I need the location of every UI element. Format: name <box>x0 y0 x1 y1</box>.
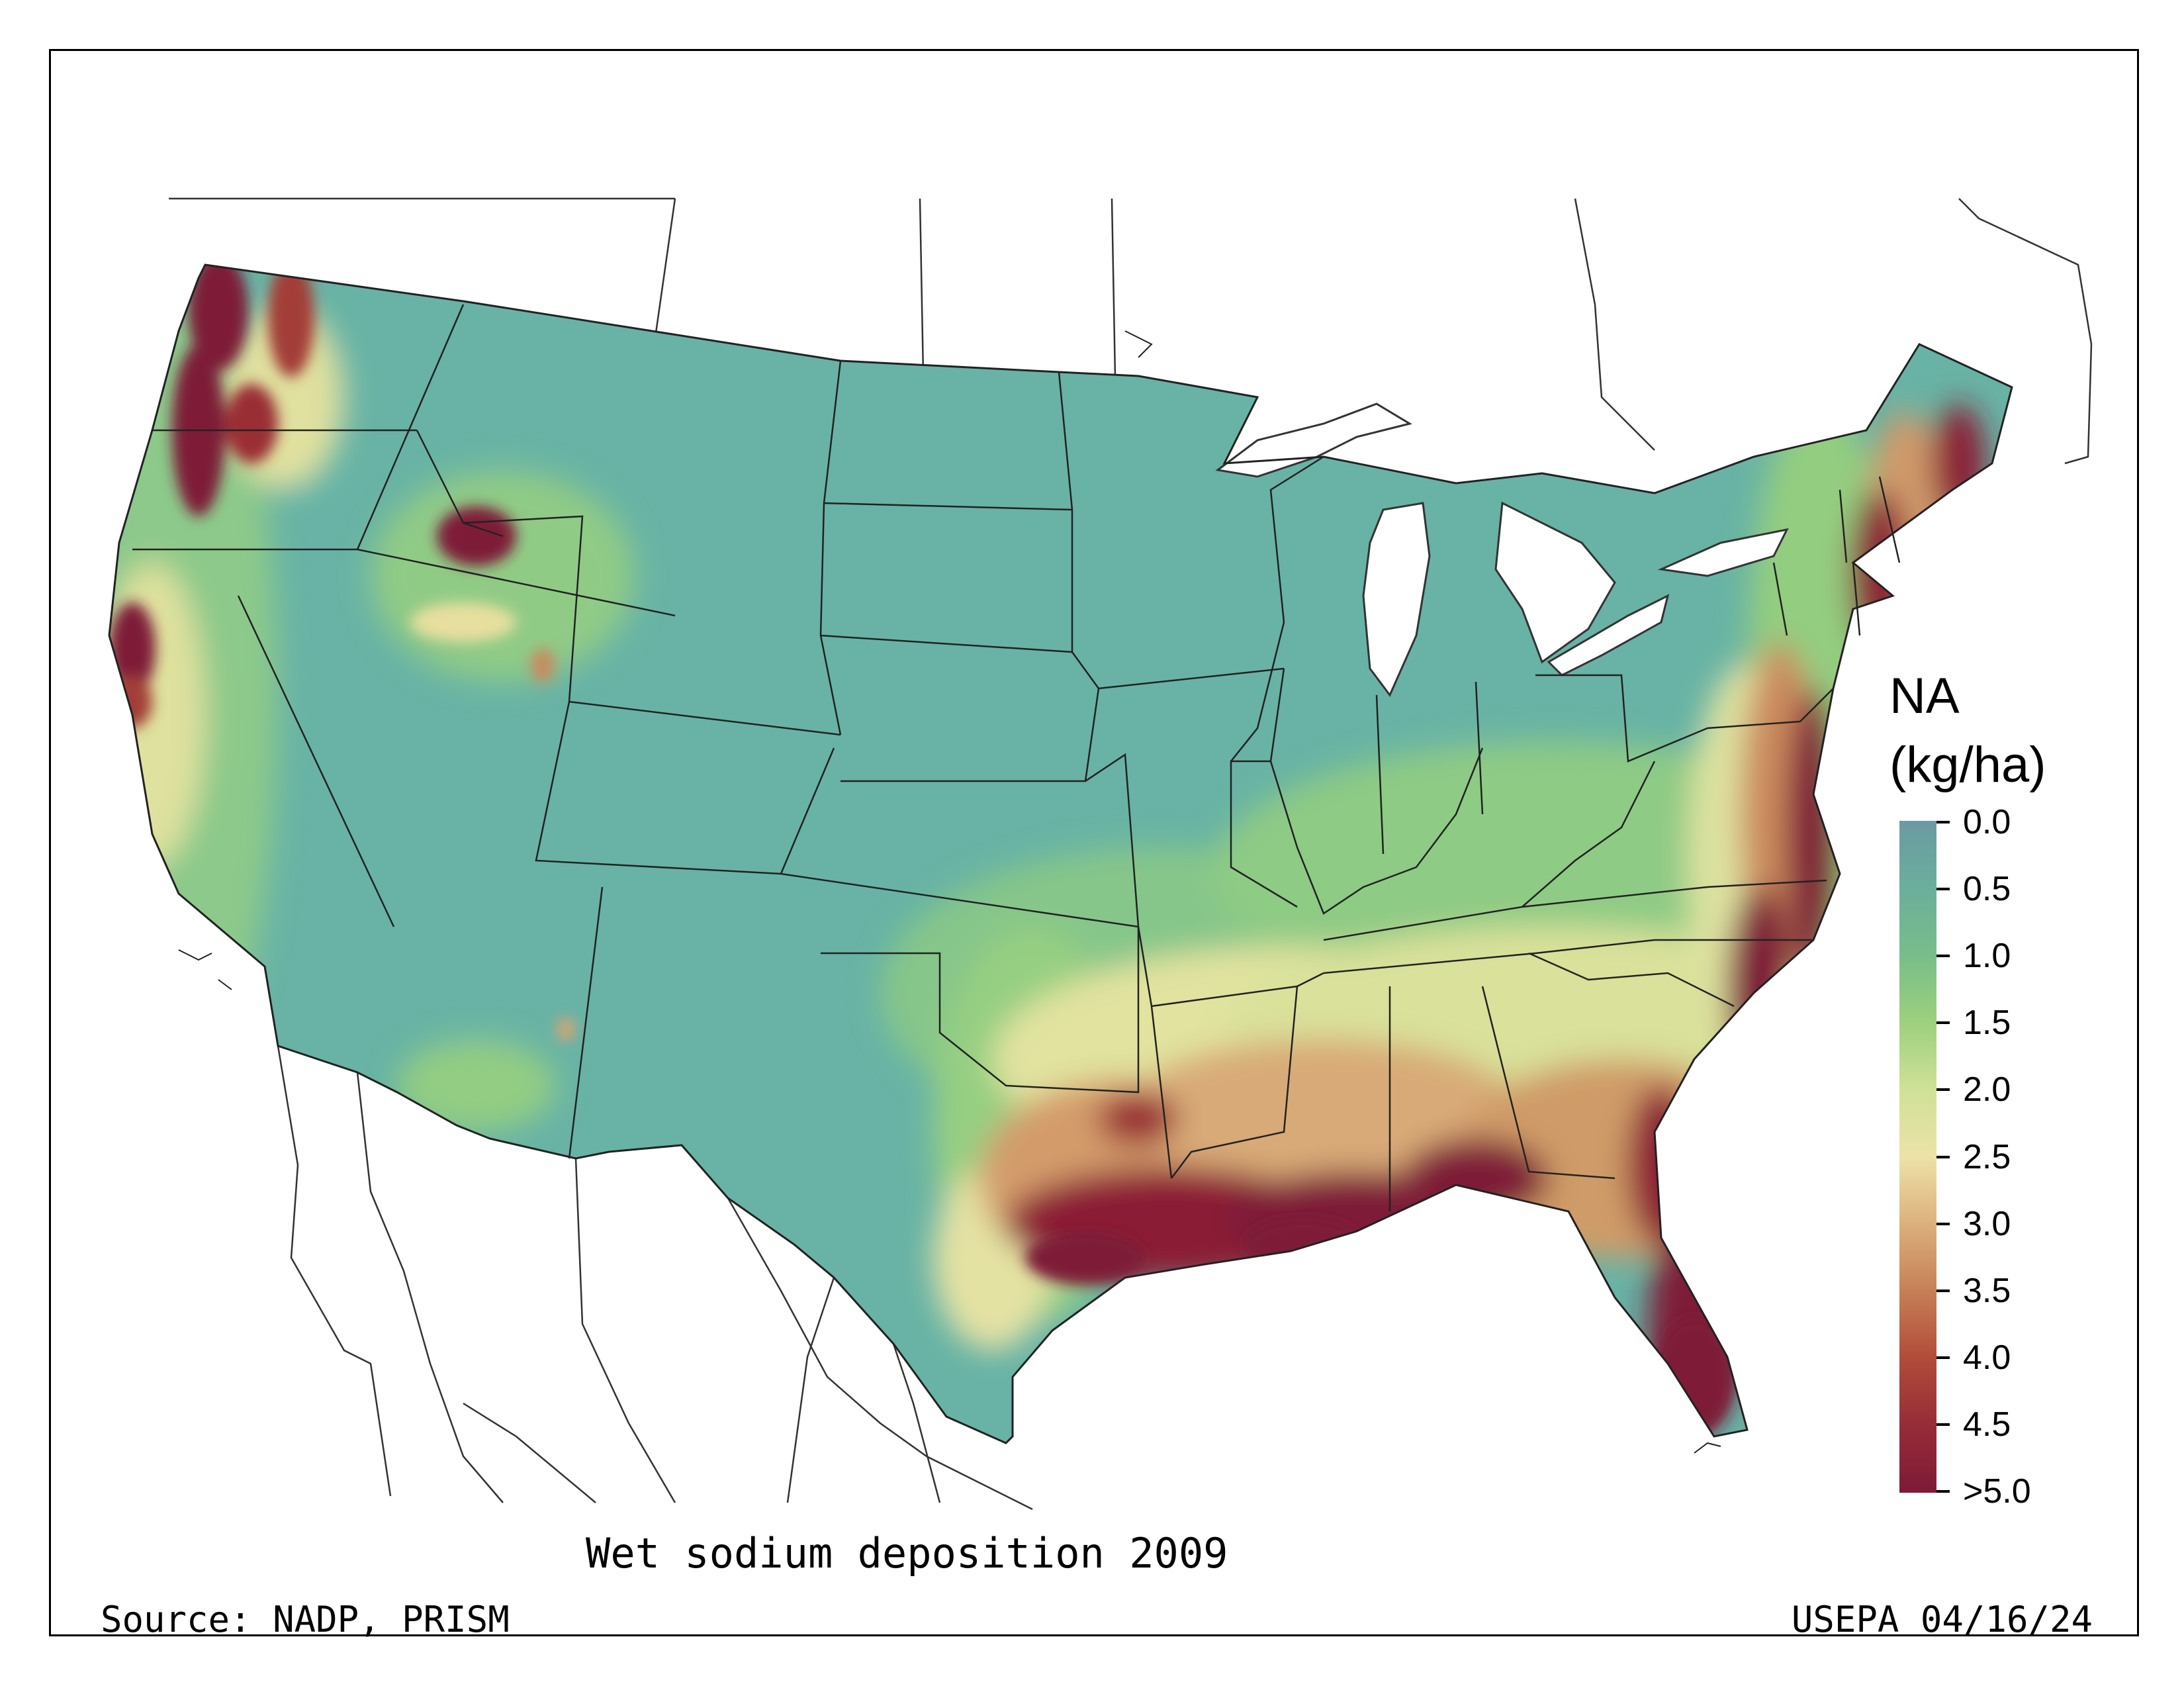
canada-borders <box>169 197 2093 465</box>
legend-title-variable: NA <box>1889 668 1960 724</box>
legend-tick-label: 4.5 <box>1963 1405 2011 1444</box>
source-credit: Source: NADP, PRISM <box>101 1599 510 1640</box>
legend-tick <box>1936 955 1950 957</box>
legend-tick <box>1936 1289 1950 1292</box>
neighbor-country-outlines <box>169 197 2093 1511</box>
legend-tick-label: 0.0 <box>1963 803 2011 841</box>
legend-tick-label: 4.0 <box>1963 1338 2011 1377</box>
map-title: Wet sodium deposition 2009 <box>586 1529 1228 1577</box>
legend-tick-label: 2.0 <box>1963 1070 2011 1109</box>
legend-title-units: (kg/ha) <box>1889 737 2046 793</box>
legend-tick <box>1936 1490 1950 1493</box>
lake-superior <box>1215 402 1412 478</box>
legend-tick <box>1936 1356 1950 1359</box>
legend-title: NA (kg/ha) <box>1889 662 2046 800</box>
interior-state-lines <box>132 304 1901 1211</box>
lake-huron <box>1494 501 1616 664</box>
us-outline <box>108 263 2013 1444</box>
great-lakes <box>1215 402 1789 697</box>
map-frame <box>49 49 2139 1636</box>
legend-tick-label: 0.5 <box>1963 870 2011 908</box>
legend-tick-label: 3.0 <box>1963 1205 2011 1243</box>
legend-tick-label: 2.5 <box>1963 1138 2011 1176</box>
agency-date-stamp: USEPA 04/16/24 <box>1791 1599 2093 1640</box>
legend-color-bar <box>1899 821 1936 1493</box>
legend-tick <box>1936 1021 1950 1024</box>
legend-tick <box>1936 1156 1950 1158</box>
coast-details <box>178 330 1721 1454</box>
lake-michigan <box>1362 502 1431 697</box>
legend-tick <box>1936 1423 1950 1426</box>
legend-tick-label: 1.0 <box>1963 937 2011 975</box>
legend-tick-label: 3.5 <box>1963 1272 2011 1310</box>
isle-royale <box>1124 330 1153 358</box>
mexico-borders <box>277 1045 1033 1511</box>
lake-ontario <box>1657 528 1789 577</box>
legend-tick-label: 1.5 <box>1963 1004 2011 1042</box>
channel-islands <box>178 949 232 990</box>
legend-tick <box>1936 821 1950 823</box>
legend-tick-label: >5.0 <box>1963 1472 2031 1511</box>
legend-tick <box>1936 888 1950 890</box>
florida-keys <box>1694 1442 1721 1454</box>
state-borders <box>108 263 2013 1444</box>
legend-tick <box>1936 1223 1950 1225</box>
legend-tick <box>1936 1088 1950 1091</box>
